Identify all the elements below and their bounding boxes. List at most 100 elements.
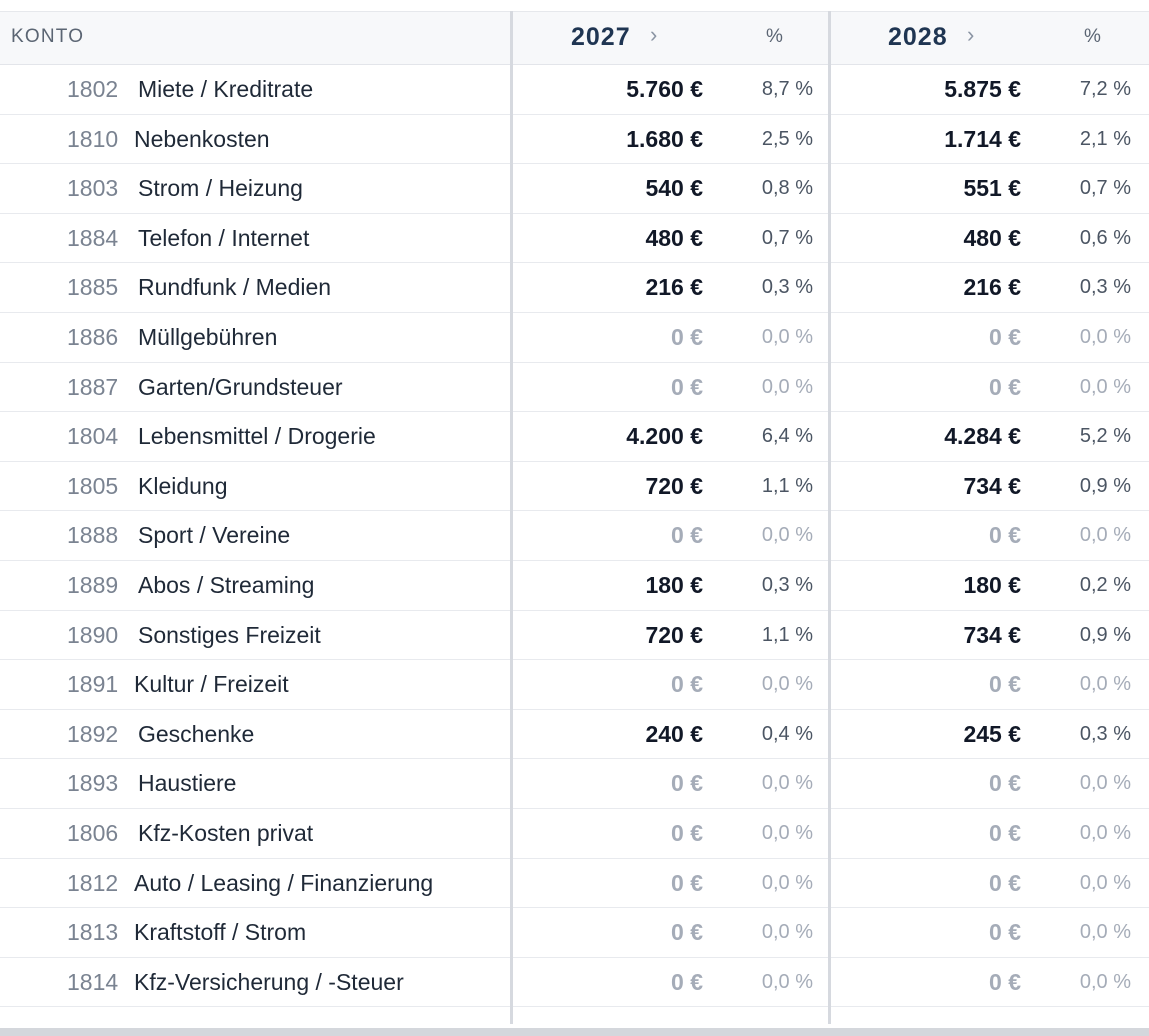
value-2027[interactable]: 720 € [645, 472, 703, 499]
account-number: 1888 [67, 522, 119, 549]
table-row[interactable]: 1802 Miete / Kreditrate 5.760 € 8,7 % 5.875 … [0, 65, 1149, 115]
table-row[interactable]: 1805 Kleidung 720 € 1,1 % 734 € 0,9 % [0, 462, 1149, 512]
percent-2027: 2,5 % [761, 127, 813, 150]
value-2028[interactable]: 0 € [989, 819, 1021, 846]
value-2027[interactable]: 0 € [671, 819, 703, 846]
table-row[interactable]: 1893 Haustiere 0 € 0,0 % 0 € 0,0 % [0, 759, 1149, 809]
value-2028[interactable]: 216 € [963, 274, 1021, 301]
value-2028[interactable]: 0 € [989, 671, 1021, 698]
value-2028[interactable]: 180 € [963, 571, 1021, 598]
value-2028[interactable]: 551 € [963, 175, 1021, 202]
value-2028[interactable]: 0 € [989, 522, 1021, 549]
account-number: 1891 [67, 671, 119, 698]
value-2027[interactable]: 1.680 € [626, 125, 703, 152]
konto-column-header: KONTO [11, 26, 85, 47]
account-name: Sport / Vereine [138, 522, 291, 549]
account-number: 1810 [67, 125, 119, 152]
value-2028[interactable]: 734 € [963, 472, 1021, 499]
value-2028[interactable]: 0 € [989, 770, 1021, 797]
account-name: Lebensmittel / Drogerie [138, 423, 376, 450]
percent-2027: 0,0 % [761, 772, 813, 795]
account-name: Garten/Grundsteuer [138, 373, 343, 400]
value-2027[interactable]: 0 € [671, 323, 703, 350]
table-row[interactable]: 1891 Kultur / Freizeit 0 € 0,0 % 0 € 0,0 % [0, 660, 1149, 710]
value-2027[interactable]: 0 € [671, 869, 703, 896]
value-2028[interactable]: 734 € [963, 621, 1021, 648]
account-name: Kfz-Kosten privat [138, 819, 314, 846]
table-row[interactable]: 1884 Telefon / Internet 480 € 0,7 % 480 € 0,6… [0, 214, 1149, 264]
table-body: 1802 Miete / Kreditrate 5.760 € 8,7 % 5.875 … [0, 65, 1149, 1008]
percent-2028: 7,2 % [1079, 78, 1131, 100]
table-row[interactable]: 1803 Strom / Heizung 540 € 0,8 % 551 € 0,7 % [0, 164, 1149, 214]
value-2027[interactable]: 0 € [671, 919, 703, 946]
percent-2027: 0,7 % [761, 226, 813, 249]
percent-2028: 0,6 % [1079, 226, 1131, 249]
chevron-right-icon[interactable]: › [967, 22, 975, 47]
account-name: Auto / Leasing / Finanzierung [134, 869, 434, 896]
table-row[interactable]: 1888 Sport / Vereine 0 € 0,0 % 0 € 0,0 % [0, 511, 1149, 561]
horizontal-scrollbar[interactable] [0, 1028, 1149, 1036]
account-name: Miete / Kreditrate [138, 76, 314, 102]
value-2027[interactable]: 480 € [645, 224, 703, 251]
account-name: Müllgebühren [138, 323, 278, 350]
percent-2027: 0,0 % [761, 325, 813, 348]
percent-2027: 0,8 % [761, 177, 813, 200]
account-name: Telefon / Internet [138, 224, 310, 251]
value-2028[interactable]: 480 € [963, 224, 1021, 251]
table-row[interactable]: 1887 Garten/Grundsteuer 0 € 0,0 % 0 € 0,0 % [0, 363, 1149, 413]
account-name: Nebenkosten [134, 125, 270, 152]
table-row[interactable]: 1813 Kraftstoff / Strom 0 € 0,0 % 0 € 0,0 % [0, 908, 1149, 958]
value-2028[interactable]: 5.875 € [944, 76, 1021, 102]
chevron-right-icon[interactable]: › [650, 22, 658, 47]
year-2027-header[interactable]: 2027 [571, 23, 631, 51]
value-2027[interactable]: 180 € [645, 571, 703, 598]
percent-2028: 0,0 % [1079, 772, 1131, 795]
value-2028[interactable]: 1.714 € [944, 125, 1021, 152]
value-2028[interactable]: 0 € [989, 869, 1021, 896]
value-2027[interactable]: 720 € [645, 621, 703, 648]
value-2027[interactable]: 0 € [671, 671, 703, 698]
value-2028[interactable]: 0 € [989, 323, 1021, 350]
table-row[interactable]: 1814 Kfz-Versicherung / -Steuer 0 € 0,0 % 0 … [0, 958, 1149, 1008]
value-2027[interactable]: 240 € [645, 720, 703, 747]
percent-2028: 0,0 % [1079, 821, 1131, 844]
percent-2027: 8,7 % [761, 78, 813, 100]
value-2027[interactable]: 0 € [671, 522, 703, 549]
table-row[interactable]: 1889 Abos / Streaming 180 € 0,3 % 180 € 0,2 % [0, 561, 1149, 611]
account-number: 1886 [67, 323, 119, 350]
account-name: Kleidung [138, 472, 228, 499]
value-2027[interactable]: 4.200 € [626, 423, 703, 450]
percent-2028: 0,0 % [1079, 325, 1131, 348]
percent-2028: 0,0 % [1079, 921, 1131, 944]
value-2027[interactable]: 216 € [645, 274, 703, 301]
account-number: 1804 [67, 423, 119, 450]
value-2027[interactable]: 0 € [671, 373, 703, 400]
table-row[interactable]: 1806 Kfz-Kosten privat 0 € 0,0 % 0 € 0,0 % [0, 809, 1149, 859]
value-2027[interactable]: 540 € [645, 175, 703, 202]
account-number: 1887 [67, 373, 119, 400]
table-row[interactable]: 1892 Geschenke 240 € 0,4 % 245 € 0,3 % [0, 710, 1149, 760]
value-2027[interactable]: 0 € [671, 968, 703, 995]
percent-2028: 0,2 % [1079, 573, 1131, 596]
value-2028[interactable]: 0 € [989, 919, 1021, 946]
account-number: 1814 [67, 968, 119, 995]
budget-table: KONTO 2027 › % 2028 › % 1802 Miete / Kred… [0, 11, 1149, 1008]
account-name: Kfz-Versicherung / -Steuer [134, 968, 404, 995]
table-row[interactable]: 1804 Lebensmittel / Drogerie 4.200 € 6,4 % 4… [0, 412, 1149, 462]
percent-2027: 1,1 % [761, 474, 813, 497]
table-row[interactable]: 1886 Müllgebühren 0 € 0,0 % 0 € 0,0 % [0, 313, 1149, 363]
table-row[interactable]: 1890 Sonstiges Freizeit 720 € 1,1 % 734 € 0,9… [0, 611, 1149, 661]
value-2028[interactable]: 0 € [989, 968, 1021, 995]
table-row[interactable]: 1812 Auto / Leasing / Finanzierung 0 € 0,0 … [0, 859, 1149, 909]
year-2028-header[interactable]: 2028 [888, 23, 948, 51]
value-2028[interactable]: 4.284 € [944, 423, 1021, 450]
value-2027[interactable]: 0 € [671, 770, 703, 797]
percent-2027: 0,0 % [761, 871, 813, 894]
value-2028[interactable]: 245 € [963, 720, 1021, 747]
column-divider [828, 11, 831, 1024]
percent-2027-header: % [766, 26, 783, 47]
value-2028[interactable]: 0 € [989, 373, 1021, 400]
table-row[interactable]: 1810 Nebenkosten 1.680 € 2,5 % 1.714 € 2,1 % [0, 115, 1149, 165]
table-row[interactable]: 1885 Rundfunk / Medien 216 € 0,3 % 216 € 0,3 … [0, 263, 1149, 313]
value-2027[interactable]: 5.760 € [626, 76, 703, 102]
